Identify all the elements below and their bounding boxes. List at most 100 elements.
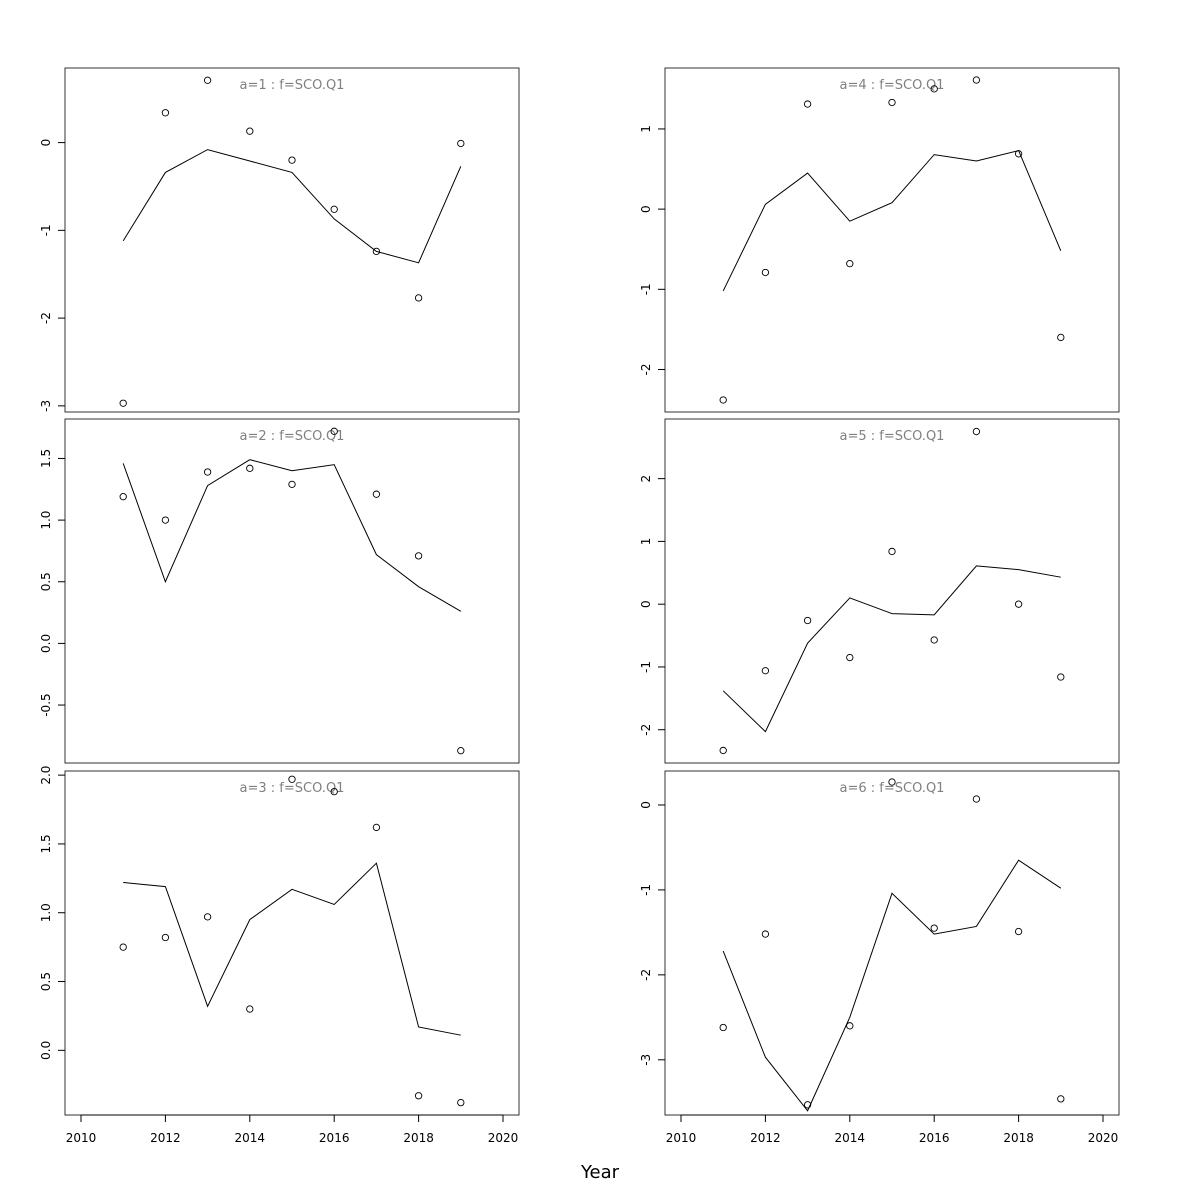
- x-tick-label: 2010: [66, 1131, 97, 1145]
- y-tick-label: -2: [639, 724, 653, 736]
- x-tick-label: 2016: [319, 1131, 350, 1145]
- panel-2-fit-line: [122, 459, 462, 612]
- panel-3-title: a=3 : f=SCO.Q1: [240, 781, 345, 796]
- panel-6-data-point: [719, 1023, 727, 1032]
- y-tick-label: -2: [39, 312, 53, 324]
- x-tick-label: 2010: [666, 1131, 697, 1145]
- panel-4-data-point: [761, 268, 770, 277]
- y-tick-label: -3: [639, 1054, 653, 1066]
- panel-6-data-point: [846, 1022, 854, 1030]
- panel-4-title: a=4 : f=SCO.Q1: [840, 78, 945, 93]
- panel-1-fit-line: [122, 149, 462, 264]
- panel-4-data-point: [888, 98, 896, 107]
- panel-4-frame: [664, 67, 1120, 413]
- y-tick-label: 1.5: [39, 834, 53, 853]
- panel-5-data-point: [972, 427, 981, 436]
- panel-1-data-point: [246, 127, 254, 135]
- panel-3-data-point: [203, 913, 212, 921]
- panel-4: -2 -1 0 1 a=4 : f=SCO.Q1: [639, 67, 1120, 413]
- panel-1-data-point: [119, 399, 127, 407]
- panel-6-title: a=6 : f=SCO.Q1: [840, 781, 945, 796]
- panel-2-title: a=2 : f=SCO.Q1: [240, 429, 345, 444]
- panel-4-data-point: [803, 100, 812, 108]
- y-tick-label: -2: [639, 364, 653, 376]
- y-tick-label: -1: [639, 283, 653, 295]
- y-tick-label: -2: [639, 969, 653, 981]
- y-tick-label: -3: [39, 400, 53, 412]
- y-tick-label: 0: [39, 139, 53, 147]
- y-tick-label: 2.0: [39, 766, 53, 785]
- y-tick-label: 0: [639, 600, 653, 608]
- x-tick-label: 2012: [150, 1131, 181, 1145]
- panel-2-data-point: [457, 747, 465, 755]
- panel-3-data-point: [119, 943, 127, 951]
- panel-4-fit-line: [722, 150, 1062, 292]
- y-tick-label: 1.5: [39, 449, 53, 468]
- panel-3-data-point: [414, 1092, 423, 1100]
- panel-2-data-point: [203, 468, 212, 476]
- panel-1: -3 -2 -1 0 a=1 : f=SCO.Q1: [39, 67, 520, 413]
- panel-6-data-point: [930, 924, 938, 932]
- x-tick-label: 2018: [403, 1131, 434, 1145]
- x-axis-label: Year: [580, 1162, 620, 1183]
- panel-3-data-point: [246, 1005, 254, 1013]
- panel-2-data-point: [330, 427, 338, 435]
- panel-6-data-point: [761, 930, 770, 938]
- panel-2-data-point: [372, 490, 381, 498]
- panel-3-data-point: [330, 787, 338, 796]
- panel-3-fit-line: [123, 862, 461, 1036]
- panel-5-data-point: [803, 616, 812, 625]
- x-tick-label: 2014: [835, 1131, 866, 1145]
- panel-3-data-point: [161, 933, 170, 942]
- panel-3: 0.0 0.5 1.0 1.5 2.0 2010 2012 2014 2016 2018 2020 a…: [39, 766, 520, 1145]
- panel-2-data-point: [414, 552, 423, 560]
- panel-5-data-point: [930, 636, 938, 644]
- y-tick-label: 0.0: [39, 1041, 53, 1060]
- y-tick-label: -1: [639, 661, 653, 673]
- panel-6-data-point: [888, 778, 896, 786]
- panel-1-data-point: [457, 139, 465, 148]
- y-tick-label: 0.0: [39, 634, 53, 653]
- panel-1-data-point: [372, 247, 381, 256]
- y-tick-label: 1.0: [39, 903, 53, 922]
- y-tick-label: 1: [639, 125, 653, 133]
- panel-4-data-point: [1057, 333, 1065, 342]
- panel-4-data-point: [930, 85, 938, 93]
- panel-6-frame: [664, 770, 1120, 1116]
- panel-1-data-point: [414, 294, 423, 302]
- panel-6: -3 -2 -1 0 2010 2012 2014 2016 2018 2020 a=6 : f=S…: [639, 770, 1120, 1145]
- x-tick-label: 2016: [919, 1131, 950, 1145]
- panel-3-data-point: [372, 823, 381, 832]
- panel-5-fit-line: [722, 565, 1061, 733]
- y-tick-label: 0: [639, 205, 653, 213]
- panel-5-data-point: [846, 653, 854, 662]
- panel-1-data-point: [288, 156, 296, 164]
- y-tick-label: -1: [639, 884, 653, 896]
- panel-5-data-point: [1014, 600, 1023, 608]
- y-tick-label: -1: [39, 224, 53, 236]
- panel-5-data-point: [719, 746, 727, 755]
- panel-1-frame: [64, 67, 520, 413]
- y-tick-label: -0.5: [39, 693, 53, 716]
- panel-5-data-point: [761, 667, 770, 675]
- panel-1-data-point: [203, 76, 212, 84]
- panel-5-title: a=5 : f=SCO.Q1: [840, 429, 945, 444]
- panel-5-data-point: [888, 547, 896, 556]
- panel-3-data-point: [288, 775, 296, 783]
- panel-2: -0.5 0.0 0.5 1.0 1.5 a=2 : f=SCO.Q1: [39, 418, 520, 764]
- y-tick-label: 0.5: [39, 972, 53, 991]
- y-tick-label: 1.0: [39, 511, 53, 530]
- panel-2-data-point: [288, 480, 296, 488]
- y-tick-label: 0: [639, 801, 653, 809]
- panel-3-frame: [64, 770, 520, 1116]
- panel-6-fit-line: [722, 859, 1062, 1112]
- panel-2-frame: [64, 418, 520, 764]
- y-tick-label: 2: [639, 475, 653, 483]
- panel-2-data-point: [119, 493, 127, 501]
- panel-1-title: a=1 : f=SCO.Q1: [240, 78, 345, 93]
- panel-3-data-point: [457, 1098, 465, 1107]
- y-tick-label: 0.5: [39, 572, 53, 591]
- x-tick-label: 2020: [488, 1131, 519, 1145]
